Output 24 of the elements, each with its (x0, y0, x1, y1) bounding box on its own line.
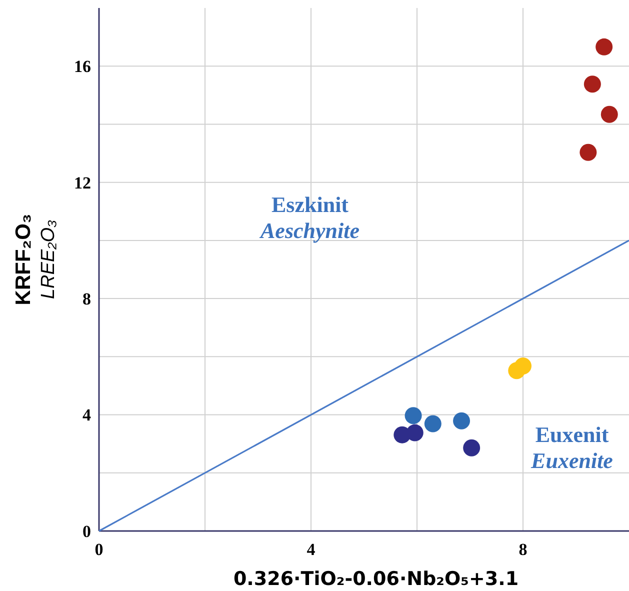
point (424, 415, 442, 432)
y-tick-label: 12 (74, 173, 91, 192)
x-tick-label: 8 (518, 540, 528, 559)
point (404, 407, 422, 424)
point (453, 412, 470, 430)
point (596, 38, 613, 56)
point (600, 106, 618, 123)
point (584, 76, 601, 93)
annotation: Eszkinit (271, 192, 350, 217)
x-tick-label: 4 (306, 540, 316, 559)
y-tick-label: 0 (82, 522, 91, 541)
point (463, 439, 480, 456)
y-tick-label: 8 (82, 290, 91, 309)
y-tick-label: 16 (74, 57, 91, 76)
point (514, 357, 532, 374)
annotation: Euxenite (530, 448, 614, 473)
annotation: Euxenit (535, 422, 610, 447)
point (406, 424, 424, 442)
x-tick-label: 0 (94, 540, 104, 559)
x-axis-title: 0.326·TiO₂-0.06·Nb₂O₅+3.1 (233, 568, 519, 590)
annotation: Aeschynite (258, 218, 360, 243)
y-tick-label: 4 (82, 406, 92, 425)
y-axis-title: KRFF₂O₃ LREE₂O₃ (12, 214, 59, 306)
point (580, 144, 597, 161)
